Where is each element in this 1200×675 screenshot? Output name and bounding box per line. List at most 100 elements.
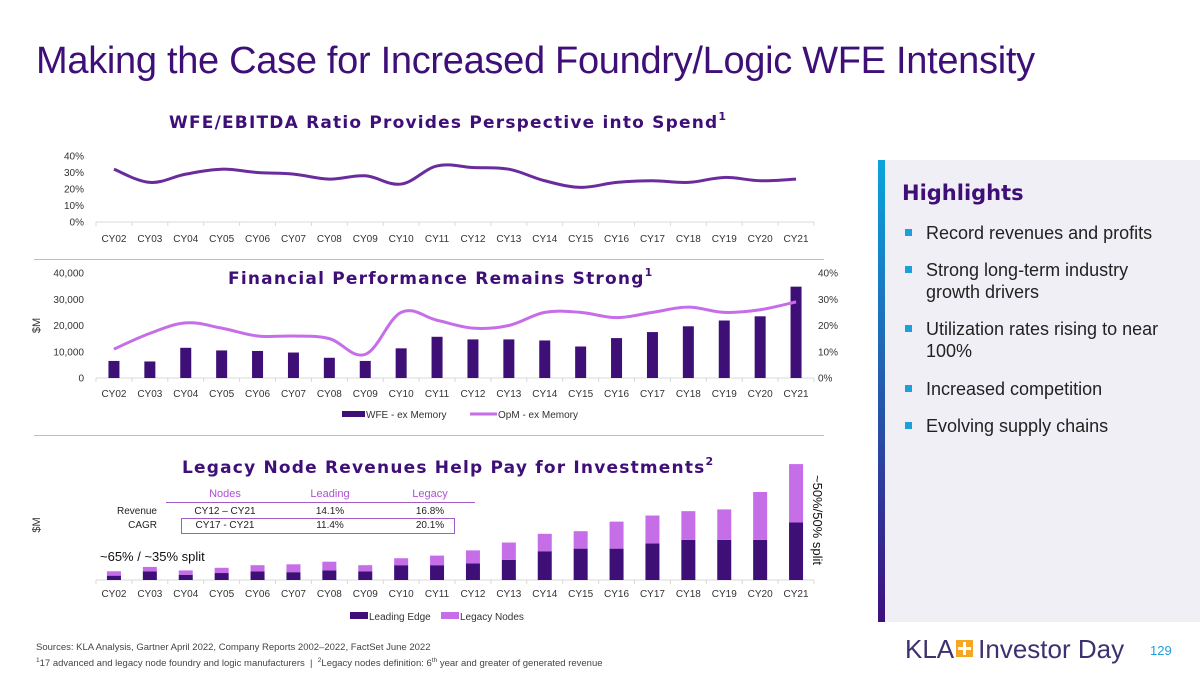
y-tick-label: 20% <box>64 185 84 196</box>
leading-edge-bar <box>573 548 588 580</box>
x-tick-label: CY16 <box>604 589 629 600</box>
y-axis-title: $M <box>31 517 43 532</box>
cagr-header-leading: Leading <box>310 488 350 500</box>
x-tick-label: CY14 <box>532 389 557 400</box>
chart-title-wfe-ebitda: WFE/EBITDA Ratio Provides Perspective in… <box>169 110 726 133</box>
legend-label-opm: OpM - ex Memory <box>498 410 578 421</box>
leading-edge-bar <box>789 522 804 580</box>
x-tick-label: CY09 <box>353 589 378 600</box>
legacy-node-revenues-chart: $M CY02 CY03 CY04 CY05 CY06 CY07 CY08 CY09 CY10 CY… <box>31 464 825 623</box>
wfe-bar <box>611 338 623 378</box>
x-tick-label: CY02 <box>101 389 126 400</box>
x-tick-label: CY16 <box>604 234 629 245</box>
legend-label-leading: Leading Edge <box>369 612 431 623</box>
legacy-nodes-bar <box>394 558 409 566</box>
legend-label-legacy: Legacy Nodes <box>460 612 524 623</box>
x-tick-label: CY19 <box>712 589 737 600</box>
x-tick-label: CY15 <box>568 589 593 600</box>
x-tick-label: CY10 <box>389 389 414 400</box>
x-tick-label: CY21 <box>784 589 809 600</box>
leading-edge-bar <box>394 565 409 580</box>
legacy-nodes-bar <box>142 566 157 572</box>
x-tick-label: CY16 <box>604 389 629 400</box>
divider <box>34 259 824 260</box>
legacy-nodes-bar <box>106 571 121 576</box>
divider <box>34 435 824 436</box>
leading-edge-bar <box>609 548 624 580</box>
legacy-nodes-bar <box>717 509 732 540</box>
x-tick-label: CY10 <box>389 234 414 245</box>
wfe-ebitda-chart: 0% 10% 20% 30% 40% CY02 CY03 CY04 CY05 CY06 CY07 CY… <box>64 152 815 245</box>
y-tick-label-left: 20,000 <box>53 321 84 332</box>
highlights-title: Highlights <box>902 181 1024 205</box>
page-number: 129 <box>1150 643 1172 658</box>
chart-title-legacy-node-revenues: Legacy Node Revenues Help Pay for Invest… <box>182 455 713 478</box>
footer-sources: Sources: KLA Analysis, Gartner April 202… <box>36 642 431 653</box>
wfe-bar <box>503 339 515 378</box>
x-tick-label: CY11 <box>425 234 450 245</box>
wfe-bar <box>790 286 802 378</box>
x-tick-label: CY06 <box>245 234 270 245</box>
x-tick-label: CY13 <box>496 589 521 600</box>
legacy-nodes-bar <box>250 565 265 572</box>
y-tick-label-left: 10,000 <box>53 347 84 358</box>
x-tick-label: CY03 <box>137 589 162 600</box>
footnote-mark: 2 <box>317 656 322 664</box>
x-tick-label: CY20 <box>748 389 773 400</box>
x-tick-label: CY15 <box>568 234 593 245</box>
page-title: Making the Case for Increased Foundry/Lo… <box>36 40 1035 82</box>
wfe-bar <box>144 361 156 378</box>
plus-icon <box>956 640 974 657</box>
x-tick-label: CY06 <box>245 389 270 400</box>
cagr-row-label-cagr: CAGR <box>128 520 157 531</box>
leading-edge-bar <box>537 551 552 580</box>
y-tick-label: 0% <box>70 218 85 229</box>
y-tick-label-left: 0 <box>78 374 84 385</box>
legend-swatch-legacy <box>441 612 459 619</box>
x-tick-label: CY09 <box>353 234 378 245</box>
x-tick-label: CY08 <box>317 389 342 400</box>
leading-edge-bar <box>430 565 445 580</box>
legacy-nodes-bar <box>465 550 480 564</box>
wfe-bar <box>431 336 443 378</box>
x-tick-label: CY15 <box>568 389 593 400</box>
legend-swatch-wfe <box>342 411 365 417</box>
legend-label-wfe: WFE - ex Memory <box>366 410 447 421</box>
footnote-mark: 1 <box>36 656 40 664</box>
legacy-nodes-bar <box>609 521 624 549</box>
wfe-bar <box>754 316 766 378</box>
x-tick-label: CY20 <box>748 234 773 245</box>
y-tick-label: 40% <box>64 152 84 163</box>
leading-edge-bar <box>322 570 337 580</box>
wfe-bar <box>682 326 694 378</box>
legend-swatch-leading <box>350 612 368 619</box>
x-tick-label: CY09 <box>353 389 378 400</box>
square-bullet-icon <box>905 229 912 236</box>
wfe-ebitda-line <box>113 163 797 189</box>
cagr-leading-2: 11.4% <box>316 520 344 531</box>
x-tick-label: CY10 <box>389 589 414 600</box>
cagr-header-nodes: Nodes <box>209 488 241 500</box>
chart-title-text: WFE/EBITDA Ratio Provides Perspective in… <box>169 113 719 133</box>
x-tick-label: CY04 <box>173 234 198 245</box>
wfe-bar <box>180 347 192 378</box>
y-tick-label-right: 30% <box>818 295 838 306</box>
y-tick-label-right: 20% <box>818 321 838 332</box>
opm-line <box>113 300 797 357</box>
leading-edge-bar <box>286 572 301 580</box>
x-tick-label: CY12 <box>460 389 485 400</box>
y-tick-label-left: 30,000 <box>53 295 84 306</box>
legacy-nodes-bar <box>789 464 804 523</box>
y-tick-label-left: 40,000 <box>53 269 84 280</box>
kla-investor-day-logo: KLA Investor Day <box>905 634 1124 664</box>
x-tick-label: CY17 <box>640 589 665 600</box>
financial-performance-chart: 0 10,000 20,000 30,000 40,000 0% 10% 20% 30% 40% $… <box>31 269 838 422</box>
legacy-nodes-bar <box>501 542 516 560</box>
x-tick-label: CY14 <box>532 234 557 245</box>
x-tick-label: CY17 <box>640 234 665 245</box>
square-bullet-icon <box>905 385 912 392</box>
wfe-bar <box>323 357 335 378</box>
cagr-period-2: CY17 - CY21 <box>195 520 255 531</box>
x-tick-label: CY07 <box>281 234 306 245</box>
footnote-2-pre: Legacy nodes definition: 6 <box>321 658 432 669</box>
